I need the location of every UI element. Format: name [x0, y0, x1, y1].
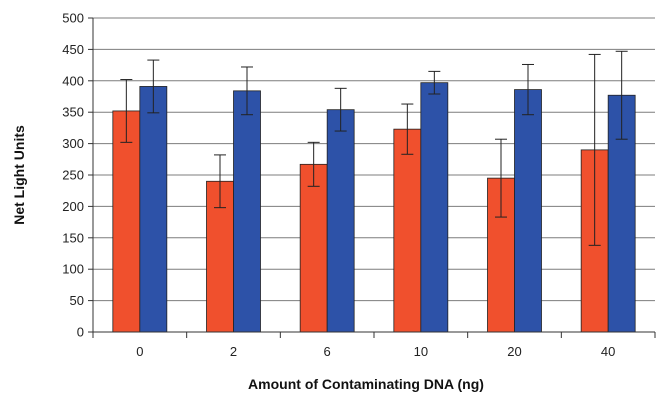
y-axis-title: Net Light Units [11, 125, 27, 225]
x-tick-label: 20 [507, 344, 521, 359]
y-tick-label: 150 [62, 230, 84, 245]
bar-series-2-0 [139, 86, 168, 333]
x-tick-label: 40 [601, 344, 615, 359]
axes: 0 50 100 150 200 250 300 350 400 450 500 0 2 6 10 20 40 [62, 11, 656, 359]
bar-series-2-10 [420, 82, 449, 333]
bar-series-2-6 [326, 109, 355, 333]
y-tick-label: 400 [62, 73, 84, 88]
y-tick-label: 500 [62, 11, 84, 26]
bar-series-1-6 [299, 163, 328, 333]
grid-lines [93, 17, 655, 302]
y-tick-label: 50 [70, 293, 84, 308]
bar-series-2-2 [233, 90, 261, 333]
bar-series-2-20 [514, 89, 542, 333]
y-tick-label: 450 [62, 42, 84, 57]
error-bars [120, 50, 628, 246]
bars [112, 82, 636, 333]
y-tick-label: 300 [62, 136, 84, 151]
y-tick-label: 250 [62, 168, 84, 183]
y-tick-label: 350 [62, 105, 84, 120]
x-tick-label: 10 [414, 344, 428, 359]
y-tick-label: 100 [62, 262, 84, 277]
x-axis-title: Amount of Contaminating DNA (ng) [248, 376, 484, 392]
bar-series-1-0 [112, 110, 141, 333]
bar-series-1-10 [393, 128, 422, 333]
x-tick-label: 6 [324, 344, 331, 359]
x-tick-label: 0 [136, 344, 143, 359]
y-tick-label: 0 [77, 325, 84, 340]
x-tick-label: 2 [230, 344, 237, 359]
y-tick-label: 200 [62, 199, 84, 214]
